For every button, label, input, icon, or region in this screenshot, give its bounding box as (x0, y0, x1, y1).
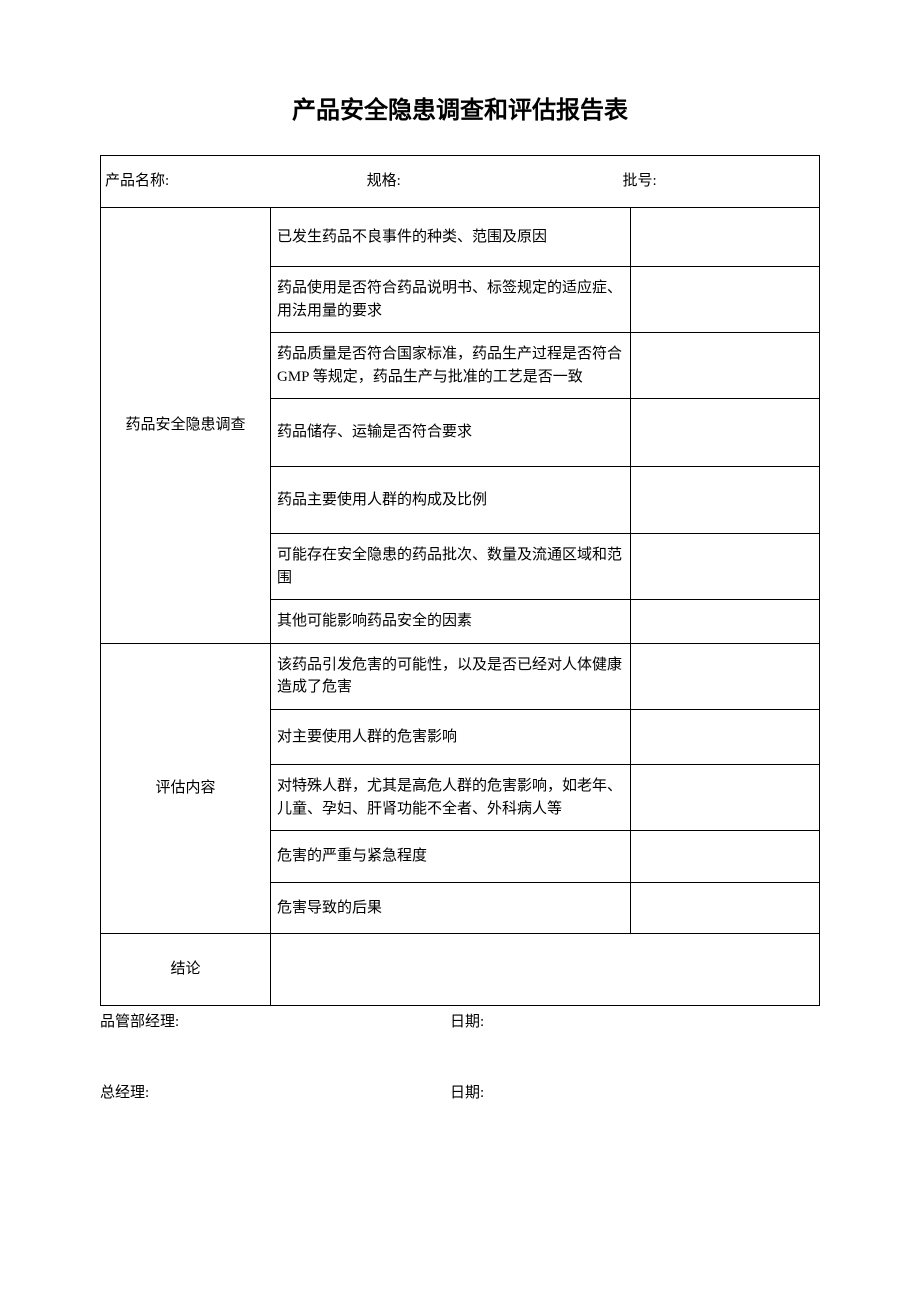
footer-row-gm: 总经理: 日期: (100, 1081, 820, 1102)
table-row: 评估内容 该药品引发危害的可能性，以及是否已经对人体健康造成了危害 (101, 643, 820, 709)
document-title: 产品安全隐患调查和评估报告表 (100, 90, 820, 125)
evaluation-item: 危害的严重与紧急程度 (271, 831, 631, 883)
investigation-value (631, 207, 820, 267)
date-label: 日期: (450, 1081, 820, 1102)
conclusion-row: 结论 (101, 934, 820, 1006)
footer-row-qc: 品管部经理: 日期: (100, 1010, 820, 1031)
investigation-item: 可能存在安全隐患的药品批次、数量及流通区域和范围 (271, 534, 631, 600)
investigation-value (631, 267, 820, 333)
evaluation-value (631, 831, 820, 883)
investigation-item: 药品主要使用人群的构成及比例 (271, 466, 631, 534)
section-label-investigation: 药品安全隐患调查 (101, 207, 271, 643)
investigation-item: 药品质量是否符合国家标准，药品生产过程是否符合 GMP 等规定，药品生产与批准的… (271, 333, 631, 399)
table-row: 药品安全隐患调查 已发生药品不良事件的种类、范围及原因 (101, 207, 820, 267)
investigation-item: 已发生药品不良事件的种类、范围及原因 (271, 207, 631, 267)
evaluation-item: 对特殊人群，尤其是高危人群的危害影响，如老年、儿童、孕妇、肝肾功能不全者、外科病… (271, 765, 631, 831)
section-label-evaluation: 评估内容 (101, 643, 271, 934)
footer: 品管部经理: 日期: 总经理: 日期: (100, 1010, 820, 1102)
header-row: 产品名称: 规格: 批号: (101, 156, 820, 208)
evaluation-value (631, 643, 820, 709)
investigation-value (631, 600, 820, 644)
evaluation-value (631, 765, 820, 831)
qc-manager-label: 品管部经理: (100, 1010, 450, 1031)
investigation-item: 其他可能影响药品安全的因素 (271, 600, 631, 644)
evaluation-value (631, 882, 820, 934)
investigation-value (631, 466, 820, 534)
evaluation-item: 危害导致的后果 (271, 882, 631, 934)
batch-label: 批号: (623, 170, 657, 193)
conclusion-label: 结论 (101, 934, 271, 1006)
investigation-value (631, 534, 820, 600)
evaluation-item: 该药品引发危害的可能性，以及是否已经对人体健康造成了危害 (271, 643, 631, 709)
gm-label: 总经理: (100, 1081, 450, 1102)
investigation-item: 药品使用是否符合药品说明书、标签规定的适应症、用法用量的要求 (271, 267, 631, 333)
conclusion-value (271, 934, 820, 1006)
investigation-value (631, 399, 820, 467)
evaluation-value (631, 709, 820, 765)
evaluation-item: 对主要使用人群的危害影响 (271, 709, 631, 765)
report-table: 产品名称: 规格: 批号: 药品安全隐患调查 已发生药品不良事件的种类、范围及原… (100, 155, 820, 1006)
investigation-value (631, 333, 820, 399)
date-label: 日期: (450, 1010, 820, 1031)
investigation-item: 药品储存、运输是否符合要求 (271, 399, 631, 467)
spec-label: 规格: (269, 170, 499, 193)
product-name-label: 产品名称: (105, 170, 265, 193)
